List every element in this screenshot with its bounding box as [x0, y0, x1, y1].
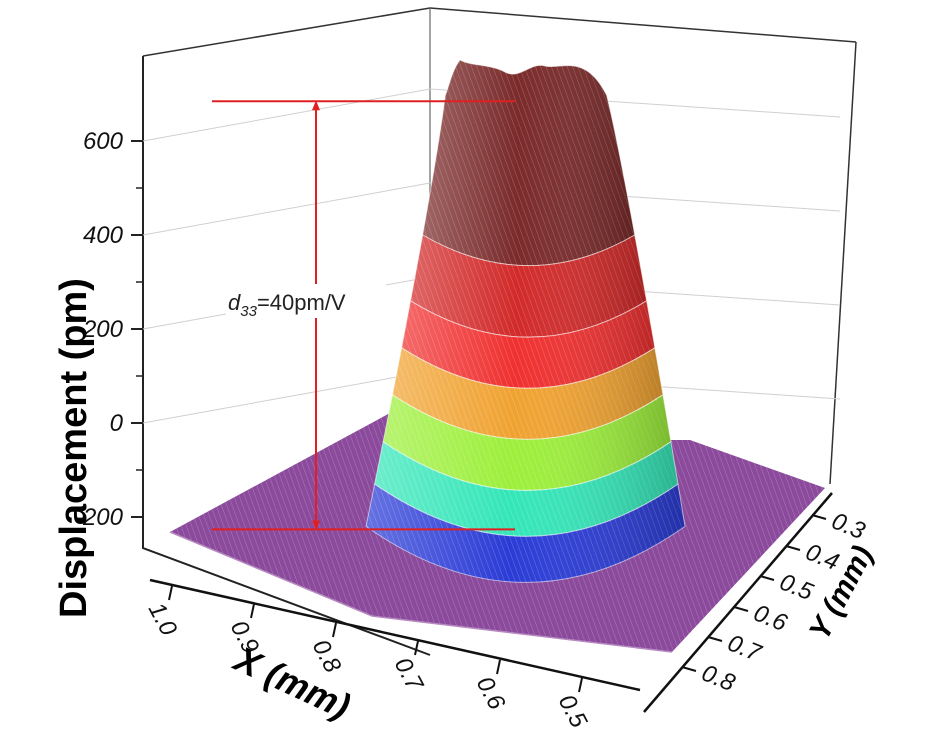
d33-annotation: d33=40pm/V	[212, 100, 515, 531]
z-tick-label: 200	[82, 316, 124, 343]
y-axis-line	[643, 492, 833, 713]
x-tick-label: 0.6	[471, 672, 511, 715]
y-tick-label: 0.5	[776, 569, 818, 607]
z-tick-label: 0	[110, 410, 124, 437]
x-tick	[168, 585, 173, 601]
y-tick	[707, 636, 723, 642]
z-axis: -200 0 200 400 600	[75, 128, 143, 531]
y-tick-label: 0.6	[750, 600, 792, 638]
surface-plot	[169, 59, 825, 653]
z-tick-label: 600	[83, 128, 124, 155]
z-tick-label: -200	[75, 504, 124, 531]
y-tick	[811, 514, 827, 520]
y-tick	[733, 606, 749, 612]
x-tick	[250, 603, 255, 619]
x-tick	[578, 677, 583, 693]
y-tick	[785, 545, 801, 551]
x-tick	[496, 659, 501, 675]
x-axis-line	[149, 578, 641, 692]
x-tick-label: 1.0	[143, 598, 183, 641]
x-tick	[332, 622, 337, 638]
z-tick-label: 400	[83, 222, 124, 249]
y-tick	[681, 666, 697, 672]
x-tick-label: 0.5	[553, 690, 593, 733]
z-axis-title: Displacement (pm)	[53, 278, 95, 618]
y-tick-label: 0.8	[698, 660, 740, 698]
d33-label: d33=40pm/V	[228, 290, 346, 320]
y-tick-label: 0.7	[724, 630, 767, 668]
y-tick-label: 0.3	[828, 508, 870, 546]
x-tick	[414, 640, 419, 656]
y-tick	[759, 575, 775, 581]
x-tick-label: 0.7	[389, 653, 429, 697]
